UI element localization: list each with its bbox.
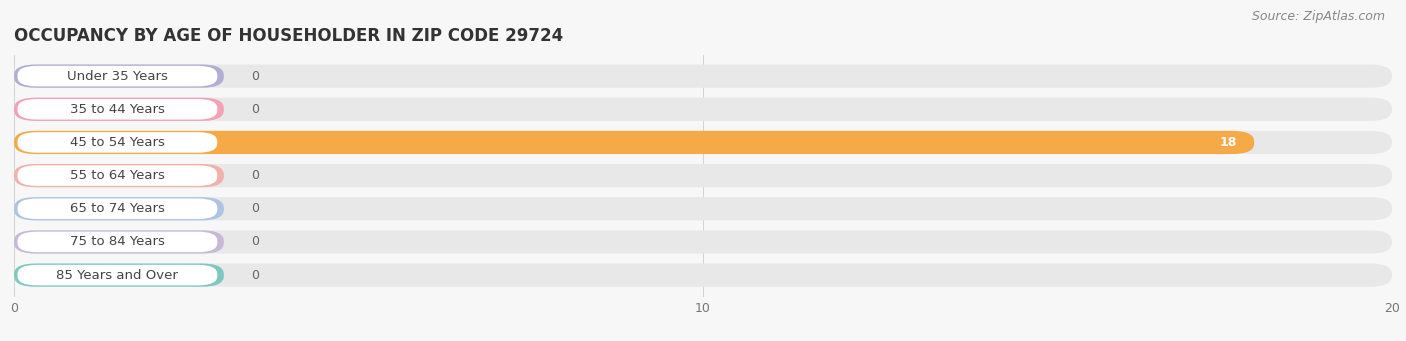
Text: 0: 0	[252, 269, 259, 282]
Text: 45 to 54 Years: 45 to 54 Years	[70, 136, 165, 149]
FancyBboxPatch shape	[14, 197, 224, 220]
FancyBboxPatch shape	[17, 165, 218, 186]
FancyBboxPatch shape	[14, 131, 1392, 154]
Text: Under 35 Years: Under 35 Years	[67, 70, 167, 83]
FancyBboxPatch shape	[14, 264, 1392, 287]
FancyBboxPatch shape	[14, 98, 1392, 121]
FancyBboxPatch shape	[14, 98, 224, 121]
Text: 0: 0	[252, 169, 259, 182]
FancyBboxPatch shape	[14, 64, 1392, 88]
Text: 0: 0	[252, 70, 259, 83]
Text: OCCUPANCY BY AGE OF HOUSEHOLDER IN ZIP CODE 29724: OCCUPANCY BY AGE OF HOUSEHOLDER IN ZIP C…	[14, 27, 564, 45]
FancyBboxPatch shape	[17, 132, 218, 153]
FancyBboxPatch shape	[14, 230, 224, 254]
FancyBboxPatch shape	[14, 164, 1392, 187]
Text: 0: 0	[252, 202, 259, 215]
FancyBboxPatch shape	[14, 197, 1392, 220]
Text: 85 Years and Over: 85 Years and Over	[56, 269, 179, 282]
Text: 0: 0	[252, 235, 259, 249]
FancyBboxPatch shape	[17, 99, 218, 120]
FancyBboxPatch shape	[17, 198, 218, 219]
FancyBboxPatch shape	[14, 230, 1392, 254]
FancyBboxPatch shape	[17, 66, 218, 86]
Text: 65 to 74 Years: 65 to 74 Years	[70, 202, 165, 215]
Text: Source: ZipAtlas.com: Source: ZipAtlas.com	[1251, 10, 1385, 23]
Text: 75 to 84 Years: 75 to 84 Years	[70, 235, 165, 249]
FancyBboxPatch shape	[17, 232, 218, 252]
FancyBboxPatch shape	[14, 131, 1254, 154]
FancyBboxPatch shape	[17, 265, 218, 285]
Text: 35 to 44 Years: 35 to 44 Years	[70, 103, 165, 116]
FancyBboxPatch shape	[14, 264, 224, 287]
FancyBboxPatch shape	[14, 164, 224, 187]
Text: 55 to 64 Years: 55 to 64 Years	[70, 169, 165, 182]
Text: 18: 18	[1219, 136, 1237, 149]
Text: 0: 0	[252, 103, 259, 116]
FancyBboxPatch shape	[14, 64, 224, 88]
